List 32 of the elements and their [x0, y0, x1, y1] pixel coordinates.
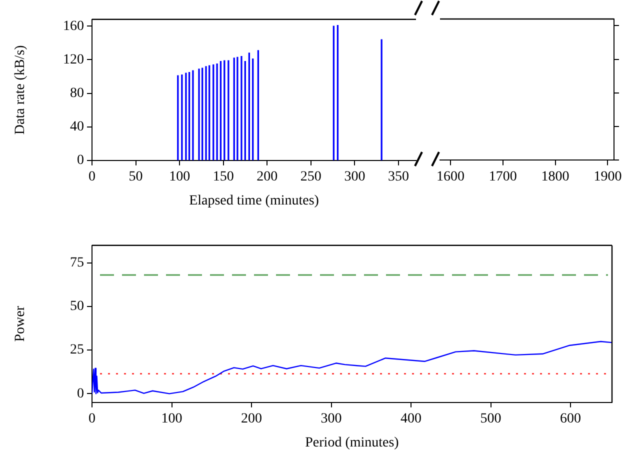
y-tick-label: 75 — [70, 256, 84, 271]
y-tick-label: 50 — [70, 299, 84, 314]
y-tick-label: 40 — [70, 120, 84, 134]
x-tick-label: 0 — [88, 411, 96, 426]
x-tick-label: 0 — [88, 169, 96, 184]
y-tick-label: 160 — [63, 18, 84, 34]
x-tick-label: 50 — [128, 169, 143, 184]
x-tick-label: 1900 — [594, 169, 622, 184]
x-tick-label: 500 — [480, 411, 502, 426]
x-tick-label: 400 — [400, 411, 422, 426]
x-tick-label: 100 — [161, 411, 182, 426]
y-tick-label: 80 — [70, 86, 84, 101]
x-tick-label: 1800 — [541, 169, 570, 184]
x-tick-label: 1600 — [436, 169, 464, 184]
x-axis-title: Period (minutes) — [305, 435, 400, 450]
x-tick-label: 1700 — [488, 169, 517, 184]
y-tick-label: 25 — [70, 342, 84, 358]
y-axis-title: Power — [13, 306, 28, 342]
x-tick-label: 250 — [300, 169, 322, 184]
x-tick-label: 200 — [256, 169, 278, 184]
y-tick-label: 120 — [63, 52, 84, 68]
x-tick-label: 300 — [320, 411, 342, 426]
x-tick-label: 350 — [388, 169, 409, 184]
y-tick-label: 0 — [77, 153, 84, 168]
x-tick-label: 200 — [241, 411, 262, 426]
x-tick-label: 300 — [344, 169, 366, 184]
x-tick-label: 100 — [169, 169, 190, 184]
x-tick-label: 150 — [212, 169, 234, 184]
x-tick-label: 600 — [560, 411, 582, 426]
y-tick-label: 0 — [77, 386, 84, 402]
x-axis-title: Elapsed time (minutes) — [189, 193, 320, 208]
y-axis-title: Data rate (kB/s) — [13, 44, 28, 135]
